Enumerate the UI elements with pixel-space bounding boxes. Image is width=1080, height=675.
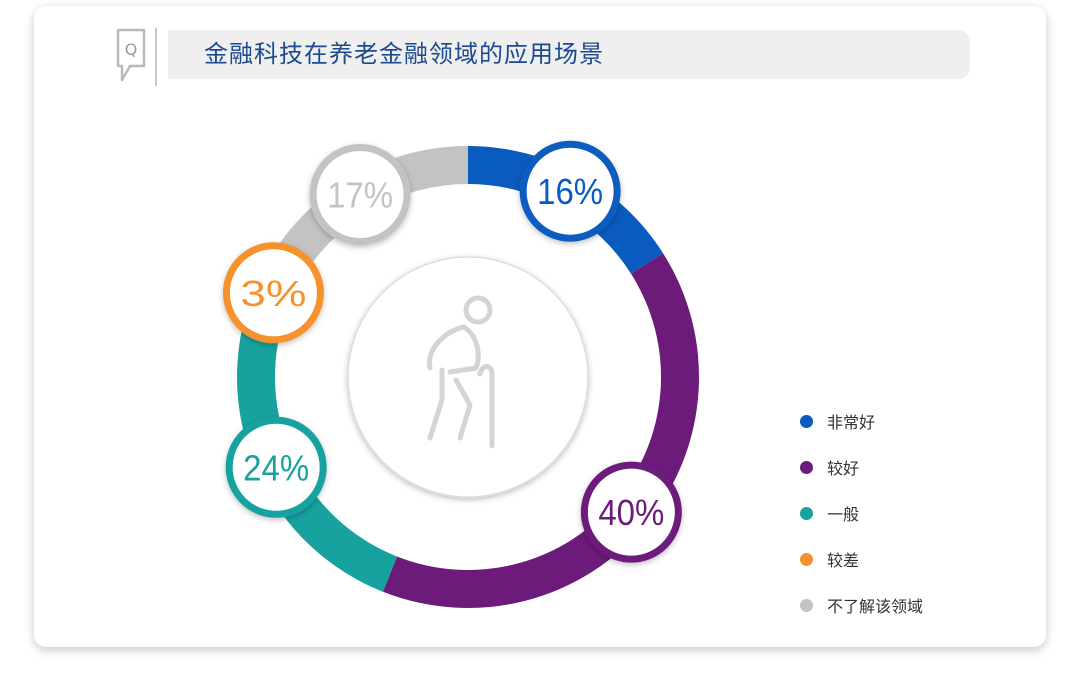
legend-label: 不了解该领域 [827,597,924,616]
value-bubble-poor: 3% [222,242,324,344]
legend-label: 一般 [827,505,860,524]
legend-label: 较好 [827,459,860,478]
legend-item-good: 较好 [800,444,923,490]
legend-label: 较差 [827,551,860,570]
donut-slice-unknown [265,146,468,285]
value-bubble-very-good: 16% [519,140,621,242]
data-label-average: 24% [243,447,309,488]
value-bubble-ring [519,140,621,242]
legend-swatch [800,506,813,520]
legend-item-unknown: 不了解该领域 [800,582,923,628]
chart-legend: 非常好较好一般较差不了解该领域 [800,398,923,628]
legend-swatch [800,598,813,612]
legend-item-poor: 较差 [800,536,923,582]
legend-swatch [800,552,813,566]
data-label-good: 40% [598,492,664,533]
value-bubble-ring [580,461,682,563]
value-bubble-ring [222,242,324,344]
legend-label: 非常好 [827,413,876,432]
value-bubble-good: 40% [580,461,682,563]
center-badge [347,256,589,498]
value-bubble-average: 24% [225,416,327,518]
svg-text:Q: Q [125,40,138,59]
elderly-person-with-cane-icon [426,295,495,449]
title-bar: 金融科技在养老金融领域的应用场景 [168,30,970,79]
q-speech-bubble-icon: Q [116,28,157,86]
legend-item-average: 一般 [800,490,923,536]
data-label-unknown: 17% [327,175,393,216]
donut-chart: 16% 40% 24% 3% 17% [222,140,699,609]
value-bubble-ring [225,416,327,518]
value-bubble-ring [309,144,411,246]
data-label-very-good: 16% [537,171,603,212]
page-title: 金融科技在养老金融领域的应用场景 [204,40,604,68]
legend-swatch [800,460,813,474]
data-label-poor: 3% [240,273,306,314]
legend-swatch [800,414,813,428]
legend-item-very-good: 非常好 [800,398,923,444]
value-bubble-unknown: 17% [309,144,411,246]
